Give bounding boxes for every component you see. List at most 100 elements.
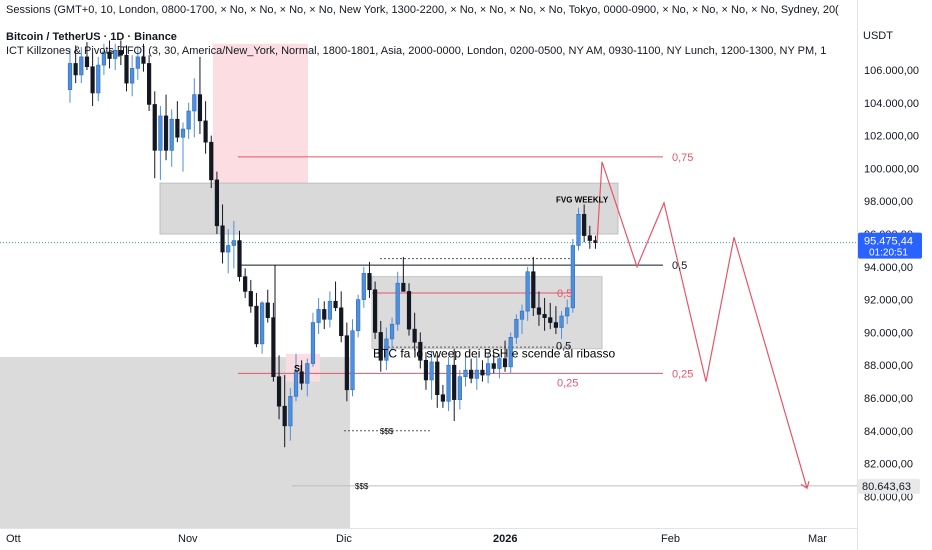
candle-body: [570, 245, 575, 309]
candle: [519, 304, 525, 335]
candle: [412, 312, 417, 351]
candle: [271, 302, 276, 382]
candle-body: [531, 271, 536, 309]
candle: [310, 312, 316, 367]
candle: [559, 311, 564, 339]
candle-body: [186, 110, 191, 130]
candle: [384, 327, 389, 371]
candle: [226, 229, 231, 274]
candle-body: [163, 115, 169, 151]
candle-body: [525, 271, 530, 312]
candle: [542, 297, 547, 331]
candle: [502, 340, 508, 372]
candle: [491, 352, 496, 374]
sessions-indicator-legend[interactable]: Sessions (GMT+0, 10, London, 0800-1700, …: [6, 4, 839, 16]
candle: [237, 230, 242, 282]
candle-body: [130, 68, 135, 84]
candle-body: [519, 310, 525, 320]
time-axis-label: Mar: [808, 533, 827, 545]
candle: [339, 291, 344, 343]
candle-body: [457, 376, 462, 400]
candle-body: [214, 179, 220, 227]
killzones-indicator-legend[interactable]: ICT Killzones & Pivots [TFO] (3, 30, Ame…: [6, 45, 827, 57]
candle-body: [293, 371, 299, 397]
candle-body: [243, 276, 248, 292]
candle: [248, 279, 253, 313]
candle: [565, 299, 570, 325]
candle-body: [536, 307, 542, 315]
candle: [209, 135, 214, 189]
candle-body: [339, 307, 344, 336]
candle-body: [226, 245, 231, 253]
candle: [163, 94, 169, 161]
candle: [548, 302, 553, 330]
si-label: SI: [294, 363, 303, 373]
candle-body: [305, 363, 310, 384]
candle: [440, 384, 446, 408]
candle: [175, 101, 180, 143]
candle-body: [322, 309, 327, 320]
candle: [169, 109, 174, 167]
candle-body: [327, 300, 333, 320]
candle-body: [101, 51, 106, 66]
fvg-weekly-label: FVG WEEKLY: [556, 196, 609, 205]
candle: [333, 281, 338, 312]
candle-body: [220, 225, 225, 253]
candle: [406, 283, 412, 336]
candle-body: [440, 394, 446, 402]
candle-body: [316, 309, 321, 323]
price-tick-label: 80.000,00: [864, 491, 913, 503]
candle-body: [587, 235, 592, 241]
candle-body: [480, 369, 485, 376]
candle-body: [118, 50, 123, 56]
candle-body: [299, 371, 304, 384]
candle-body: [406, 291, 412, 330]
candle-body: [276, 376, 282, 407]
candle: [203, 101, 208, 154]
candle: [141, 43, 146, 72]
candle: [389, 317, 395, 351]
projection-arrowhead: [800, 481, 810, 490]
candle-body: [79, 56, 84, 76]
currency-label[interactable]: USDT: [863, 30, 893, 42]
price-tick-label: 92.000,00: [864, 295, 913, 307]
candle-body: [310, 322, 316, 364]
candle: [497, 353, 502, 379]
candle-body: [271, 317, 276, 377]
symbol-title[interactable]: Bitcoin / TetherUS · 1D · Binance: [6, 31, 177, 43]
fib-label-05: 0,5: [672, 260, 687, 272]
candle: [73, 45, 78, 84]
candle-body: [113, 50, 118, 59]
candle: [90, 53, 95, 107]
current-price-value: 95.475,44: [864, 236, 913, 248]
candle: [525, 266, 530, 321]
candle-body: [548, 317, 553, 323]
candle: [305, 358, 310, 397]
candle-body: [356, 299, 361, 332]
candle-body: [147, 63, 152, 105]
candle-body: [412, 328, 417, 343]
projection-path: [596, 161, 808, 489]
candle-body: [452, 364, 457, 400]
candle-body: [90, 66, 95, 94]
candle: [480, 360, 485, 382]
price-tick-label: 82.000,00: [864, 459, 913, 471]
candle: [446, 357, 451, 412]
candle: [158, 106, 163, 180]
time-axis-label: Dic: [336, 533, 352, 545]
candle-body: [361, 273, 366, 300]
candle-body: [435, 361, 440, 396]
candle-body: [384, 338, 389, 361]
candle-body: [259, 302, 265, 345]
price-tick-label: 90.000,00: [864, 327, 913, 339]
candle: [135, 47, 140, 80]
candle-body: [389, 323, 395, 340]
candle-body: [497, 358, 502, 369]
candle-body: [502, 358, 508, 368]
marked-price-tag: [858, 478, 920, 494]
candle-body: [367, 273, 372, 291]
candle: [429, 350, 434, 400]
candle: [361, 266, 366, 308]
candle: [435, 355, 440, 408]
